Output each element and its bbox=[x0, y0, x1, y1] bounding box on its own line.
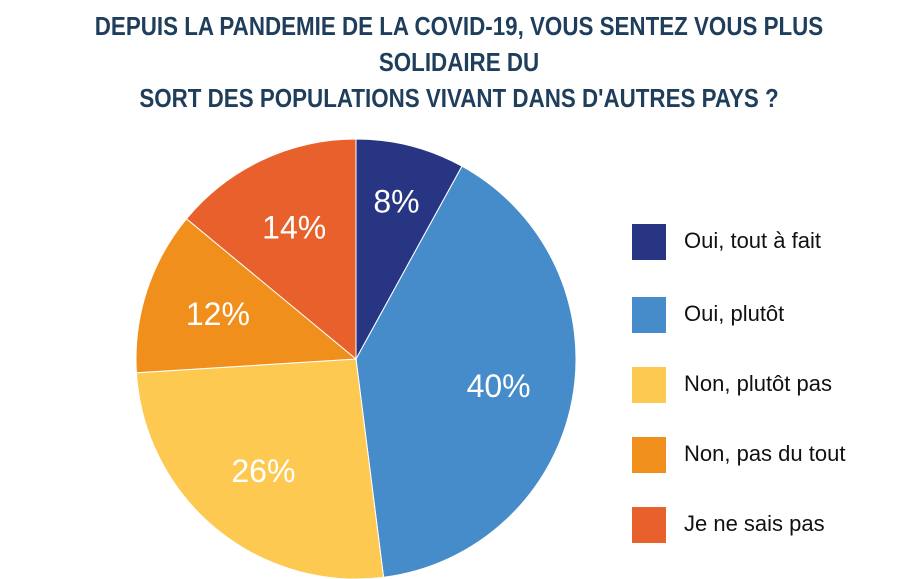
legend-swatch-1 bbox=[632, 297, 666, 333]
slice-label-2: 26% bbox=[231, 453, 295, 489]
legend-item-4: Je ne sais pas bbox=[632, 507, 902, 543]
legend-item-2: Non, plutôt pas bbox=[632, 367, 902, 403]
slice-label-1: 40% bbox=[467, 368, 531, 404]
pie-slice-3 bbox=[135, 218, 358, 374]
legend-label-2: Non, plutôt pas bbox=[684, 371, 832, 396]
slice-label-4: 14% bbox=[262, 210, 326, 246]
legend-item-0: Oui, tout à fait bbox=[632, 224, 902, 260]
legend-swatch-0 bbox=[632, 224, 666, 260]
legend-swatch-2 bbox=[632, 367, 666, 403]
legend-label-3: Non, pas du tout bbox=[684, 441, 846, 466]
chart-title-line-2: SORT DES POPULATIONS VIVANT DANS D'AUTRE… bbox=[139, 83, 779, 113]
legend-label-1: Oui, plutôt bbox=[684, 301, 785, 326]
chart-title: DEPUIS LA PANDEMIE DE LA COVID-19, VOUS … bbox=[64, 8, 853, 116]
pie-slice-0 bbox=[355, 138, 463, 360]
legend-swatch-3 bbox=[632, 437, 666, 473]
chart-title-line-1: DEPUIS LA PANDEMIE DE LA COVID-19, VOUS … bbox=[94, 11, 824, 77]
legend-label-4: Je ne sais pas bbox=[684, 511, 825, 536]
legend-label-0: Oui, tout à fait bbox=[684, 228, 821, 253]
legend-swatch-4 bbox=[632, 507, 666, 543]
pie-slice-2 bbox=[135, 358, 385, 579]
legend-item-3: Non, pas du tout bbox=[632, 437, 902, 473]
slice-label-3: 12% bbox=[186, 296, 250, 332]
legend-item-1: Oui, plutôt bbox=[632, 297, 902, 333]
pie-slice-1 bbox=[355, 165, 577, 578]
slice-label-0: 8% bbox=[373, 183, 419, 219]
pie-slice-4 bbox=[185, 138, 357, 361]
